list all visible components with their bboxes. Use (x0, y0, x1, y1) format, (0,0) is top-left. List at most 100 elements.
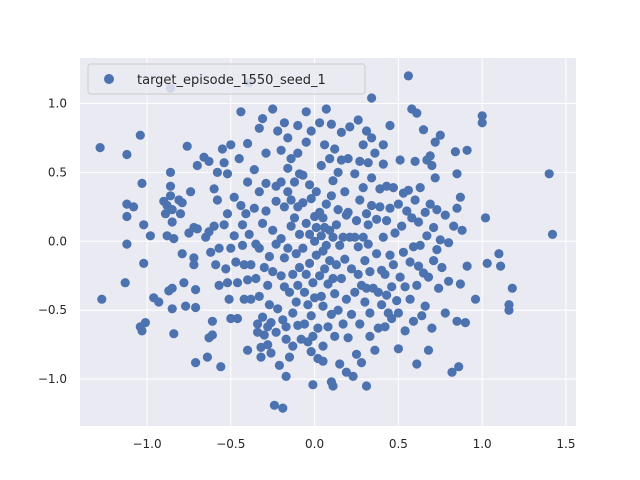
data-point (429, 222, 439, 233)
data-point (273, 304, 283, 314)
data-point (405, 294, 415, 304)
data-point (422, 231, 432, 241)
data-point (224, 294, 234, 304)
data-point (207, 330, 217, 340)
data-point (378, 140, 388, 150)
data-point (167, 205, 177, 215)
data-point (293, 280, 303, 290)
data-point (343, 154, 353, 164)
data-point (415, 183, 425, 193)
data-point (326, 119, 336, 129)
data-point (316, 231, 326, 241)
data-point (412, 280, 422, 290)
data-point (145, 231, 155, 241)
data-point (137, 178, 147, 188)
data-point (266, 318, 276, 328)
data-point (393, 199, 403, 209)
data-point (192, 224, 202, 234)
x-tick-labels: −1.0 −0.5 0.0 0.5 1.0 1.5 (132, 437, 575, 451)
data-point (289, 213, 300, 223)
data-point (306, 347, 316, 357)
data-point (177, 249, 187, 259)
legend: target_episode_1550_seed_1 (87, 63, 366, 95)
data-point (353, 115, 363, 125)
data-point (353, 269, 363, 279)
data-point (363, 220, 373, 230)
data-point (335, 359, 345, 369)
data-point (167, 304, 177, 314)
y-tick-label: 1.0 (48, 96, 67, 110)
data-point (189, 253, 199, 263)
data-point (367, 133, 377, 143)
data-point (338, 319, 348, 329)
data-point (308, 278, 318, 288)
data-point (427, 323, 437, 333)
data-point (293, 120, 303, 131)
data-point (350, 232, 360, 242)
data-point (234, 154, 244, 164)
data-point (365, 331, 375, 341)
data-point (214, 243, 224, 253)
data-point (286, 195, 296, 205)
data-point (387, 282, 397, 292)
data-point (338, 232, 348, 242)
data-point (209, 184, 219, 194)
data-point (340, 187, 350, 197)
data-point (281, 371, 291, 381)
data-point (430, 173, 440, 183)
data-point (271, 327, 281, 337)
data-point (420, 301, 430, 311)
data-point (432, 205, 442, 215)
y-tick-label: 0.0 (48, 234, 67, 248)
data-point (423, 345, 434, 355)
data-point (283, 243, 293, 253)
data-point (405, 257, 415, 267)
data-point (355, 156, 365, 166)
data-point (430, 137, 440, 147)
data-point (423, 272, 434, 282)
data-point (261, 206, 271, 216)
data-point (211, 260, 221, 270)
data-point (326, 309, 336, 319)
data-point (303, 300, 313, 310)
data-point (212, 167, 222, 177)
data-point (435, 235, 445, 245)
data-point (298, 170, 308, 180)
data-point (544, 169, 554, 179)
data-point (365, 267, 375, 277)
data-point (365, 308, 375, 318)
data-point (311, 250, 321, 260)
data-point (264, 251, 274, 262)
data-point (321, 240, 331, 250)
data-point (358, 140, 368, 150)
data-point (333, 305, 343, 315)
data-point (263, 340, 273, 350)
data-point (279, 118, 289, 128)
data-point (219, 220, 229, 230)
data-point (294, 262, 305, 273)
data-point (360, 256, 370, 266)
data-point (271, 196, 281, 206)
data-point (455, 279, 465, 289)
data-point (283, 133, 293, 143)
data-point (284, 352, 295, 362)
data-point (547, 229, 558, 239)
data-point (122, 239, 132, 249)
data-point (336, 273, 346, 284)
data-point (226, 140, 236, 150)
data-point (330, 289, 340, 299)
data-point (226, 313, 236, 324)
data-point (254, 123, 264, 133)
data-point (192, 160, 202, 171)
data-point (392, 296, 402, 306)
data-point (318, 301, 328, 311)
data-point (432, 245, 442, 255)
data-point (417, 311, 427, 321)
data-point (403, 185, 413, 195)
data-point (395, 155, 405, 165)
data-point (239, 260, 249, 270)
data-point (276, 145, 286, 155)
data-point (328, 381, 338, 391)
data-point (395, 272, 405, 282)
data-point (135, 130, 145, 140)
